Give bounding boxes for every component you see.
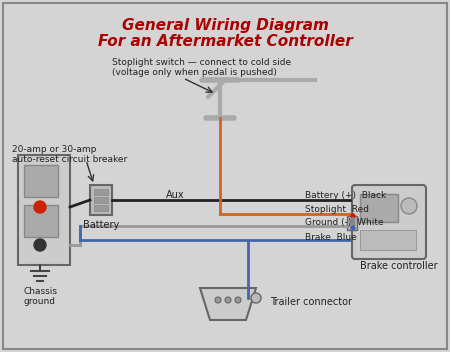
Circle shape (351, 214, 355, 218)
Text: Stoplight  Red: Stoplight Red (305, 206, 369, 214)
Text: Chassis
ground: Chassis ground (23, 287, 57, 306)
Text: General Wiring Diagram: General Wiring Diagram (122, 18, 328, 33)
Circle shape (34, 201, 46, 213)
Text: 20-amp or 30-amp
auto-reset circuit breaker: 20-amp or 30-amp auto-reset circuit brea… (12, 145, 127, 164)
Bar (94, 197, 108, 203)
Text: Brake controller: Brake controller (360, 261, 438, 271)
Circle shape (351, 218, 355, 222)
Bar (90, 185, 112, 215)
Text: Brake  Blue: Brake Blue (305, 233, 357, 241)
Polygon shape (200, 288, 256, 320)
FancyBboxPatch shape (352, 185, 426, 259)
Circle shape (235, 297, 241, 303)
Text: Stoplight switch — connect to cold side
(voltage only when pedal is pushed): Stoplight switch — connect to cold side … (112, 58, 291, 77)
Circle shape (251, 293, 261, 303)
Circle shape (215, 297, 221, 303)
Text: Aux: Aux (166, 190, 184, 200)
Circle shape (225, 297, 231, 303)
Bar (24, 205, 58, 237)
Circle shape (401, 198, 417, 214)
Circle shape (34, 239, 46, 251)
Text: Ground (-)  White: Ground (-) White (305, 219, 383, 227)
Text: Battery: Battery (83, 220, 119, 230)
Text: Trailer connector: Trailer connector (270, 297, 352, 307)
Bar (24, 165, 58, 197)
Bar (360, 194, 398, 222)
Circle shape (351, 222, 355, 226)
Circle shape (351, 226, 355, 230)
Text: For an Aftermarket Controller: For an Aftermarket Controller (98, 34, 352, 49)
Bar (360, 230, 416, 250)
Bar (18, 155, 70, 265)
Bar (94, 189, 108, 195)
Bar (94, 205, 108, 211)
Text: Battery (+)  Black: Battery (+) Black (305, 191, 386, 201)
Bar (347, 216, 357, 230)
